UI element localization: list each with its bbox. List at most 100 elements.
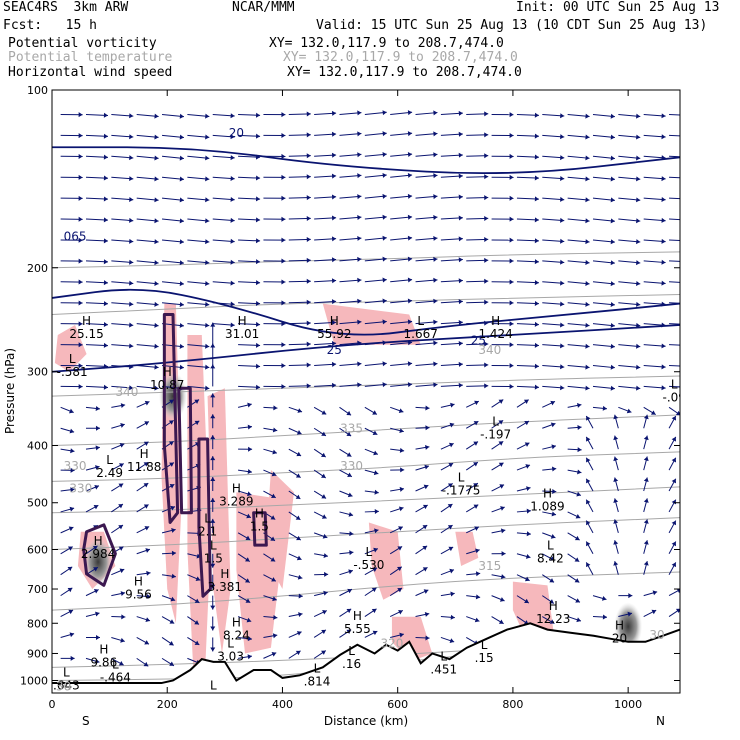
wind-vector-head bbox=[321, 431, 326, 436]
wind-vector-head bbox=[610, 155, 615, 161]
wind-vector-head bbox=[295, 473, 301, 478]
wind-vector-head bbox=[255, 280, 261, 286]
y-tick-label: 700 bbox=[27, 583, 48, 596]
wind-vector-head bbox=[550, 400, 555, 406]
extremum-value: 3.03 bbox=[217, 650, 244, 664]
extremum-value: 3.381 bbox=[208, 580, 242, 594]
wind-vector-head bbox=[398, 506, 404, 512]
wind-vector-head bbox=[613, 435, 619, 441]
isentrope-line bbox=[52, 414, 680, 447]
wind-vector-head bbox=[272, 633, 278, 639]
wind-vector-head bbox=[78, 133, 83, 139]
extremum-marker: H bbox=[238, 314, 247, 328]
wind-vector-head bbox=[636, 239, 641, 245]
wind-vector-head bbox=[526, 531, 531, 537]
wind-vector-head bbox=[397, 588, 402, 593]
wind-vector-head bbox=[450, 591, 455, 597]
wind-vector-head bbox=[524, 442, 530, 447]
wind-vector-head bbox=[525, 464, 531, 469]
wind-vector-head bbox=[346, 452, 352, 457]
wind-vector-head bbox=[373, 547, 378, 553]
wind-vector-head bbox=[78, 195, 83, 201]
isentrope-line bbox=[52, 451, 680, 482]
wind-vector-head bbox=[651, 609, 657, 615]
wind-vector-head bbox=[526, 508, 531, 514]
wind-vector-head bbox=[306, 216, 311, 222]
wind-vector-head bbox=[382, 214, 387, 220]
wind-vector-head bbox=[179, 343, 184, 349]
wind-vector-head bbox=[661, 259, 666, 265]
wind-vector-head bbox=[230, 322, 235, 328]
wind-vector-head bbox=[450, 614, 455, 620]
wind-vector-head bbox=[398, 408, 404, 414]
wind-vector-head bbox=[255, 112, 261, 118]
wind-vector-head bbox=[331, 382, 337, 388]
wind-vector-head bbox=[331, 215, 337, 221]
wind-vector-head bbox=[676, 588, 680, 594]
wind-vector-head bbox=[484, 362, 489, 368]
wind-vector-head bbox=[323, 553, 328, 559]
wind-vector-head bbox=[398, 609, 403, 615]
wind-vector bbox=[669, 323, 680, 325]
wind-vector-head bbox=[382, 298, 387, 304]
wind-vector-head bbox=[154, 197, 159, 203]
wind-vector-head bbox=[331, 173, 337, 179]
wind-vector-head bbox=[143, 483, 149, 488]
wind-vector-head bbox=[484, 383, 489, 389]
wind-vector-head bbox=[560, 238, 565, 244]
wind-speed-contour bbox=[52, 146, 680, 175]
extremum-marker: H bbox=[255, 507, 264, 521]
wind-vector-head bbox=[650, 410, 656, 415]
wind-vector-head bbox=[246, 513, 251, 519]
wind-vector-head bbox=[103, 217, 108, 223]
wind-vector-head bbox=[349, 550, 354, 556]
wind-vector-head bbox=[560, 176, 565, 181]
wind-speed-contour bbox=[52, 324, 680, 373]
wind-vector-head bbox=[498, 399, 504, 404]
wind-vector-head bbox=[433, 277, 438, 283]
wind-vector bbox=[669, 385, 680, 388]
wind-vector-head bbox=[636, 197, 641, 203]
wind-vector-head bbox=[458, 278, 463, 284]
wind-vector-head bbox=[179, 239, 184, 245]
field-pv-xy: XY= 132.0,117.9 to 208.7,474.0 bbox=[269, 36, 504, 51]
wind-vector-head bbox=[154, 218, 159, 224]
wind-vector-head bbox=[484, 153, 489, 159]
wind-vector-head bbox=[271, 577, 276, 582]
wind-vector-head bbox=[675, 410, 680, 416]
wind-vector-head bbox=[168, 420, 174, 425]
pv-shaded-region bbox=[54, 324, 87, 372]
extremum-value: 9.56 bbox=[125, 587, 152, 601]
extremum-value: 31.01 bbox=[225, 327, 259, 341]
wind-vector-head bbox=[433, 298, 438, 304]
extremum-value: 2.1 bbox=[198, 524, 217, 538]
wind-vector-head bbox=[154, 260, 159, 266]
wind-vector-head bbox=[78, 300, 83, 306]
wind-vector-head bbox=[346, 608, 352, 614]
wind-vector-head bbox=[321, 650, 326, 655]
wind-vector-head bbox=[93, 589, 99, 594]
wind-vector-head bbox=[306, 132, 311, 138]
wind-vector-head bbox=[306, 111, 311, 117]
wind-vector-head bbox=[230, 176, 235, 182]
extremum-marker: L bbox=[348, 644, 355, 658]
extremum-marker: L bbox=[210, 538, 217, 552]
wind-vector-head bbox=[610, 343, 615, 349]
extremum-value: 1.089 bbox=[530, 500, 564, 514]
wind-vector-head bbox=[586, 520, 591, 526]
extremum-value: 2.984 bbox=[81, 547, 115, 561]
wind-vector-head bbox=[272, 449, 277, 455]
wind-vector-head bbox=[129, 176, 134, 182]
wind-vector-head bbox=[458, 257, 463, 263]
wind-vector-head bbox=[524, 598, 529, 604]
wind-vector-head bbox=[169, 484, 175, 489]
extremum-marker: H bbox=[163, 365, 172, 379]
wind-vector-head bbox=[230, 155, 235, 161]
wind-vector-head bbox=[78, 112, 83, 118]
wind-vector-head bbox=[70, 467, 75, 473]
wind-vector-head bbox=[397, 566, 402, 572]
wind-vector-head bbox=[297, 408, 303, 413]
x-tick-label: 800 bbox=[502, 698, 523, 711]
wind-vector-head bbox=[270, 557, 276, 562]
wind-vector-head bbox=[610, 197, 615, 203]
